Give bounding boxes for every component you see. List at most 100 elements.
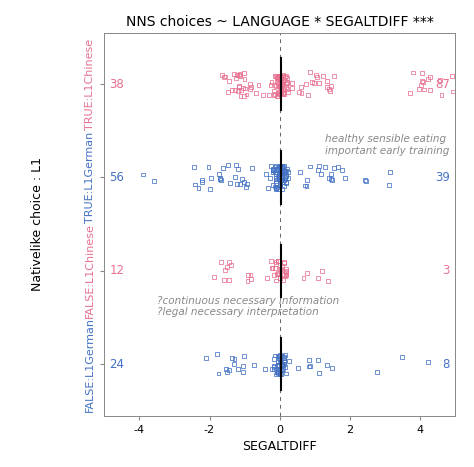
Point (281, 351, 289, 358)
Point (266, 174, 273, 181)
Point (328, 170, 335, 178)
Point (267, 81, 274, 89)
Point (277, 79, 285, 86)
Point (449, 88, 457, 95)
Point (269, 264, 276, 272)
Point (278, 176, 285, 184)
Point (224, 88, 232, 95)
Point (274, 359, 282, 366)
Point (304, 91, 311, 99)
Point (239, 84, 247, 91)
Point (284, 168, 292, 176)
Point (330, 164, 338, 172)
Point (215, 170, 222, 178)
Point (221, 267, 228, 274)
Point (232, 162, 239, 169)
Point (312, 71, 320, 78)
Point (267, 257, 274, 265)
Point (225, 77, 232, 84)
Point (279, 72, 287, 79)
Point (277, 170, 285, 177)
Point (415, 85, 423, 93)
Point (275, 176, 283, 183)
Point (273, 74, 281, 82)
Point (276, 90, 284, 98)
Point (233, 75, 240, 82)
Point (276, 163, 284, 170)
Point (279, 163, 286, 170)
Point (276, 91, 283, 98)
Point (231, 356, 238, 363)
Point (219, 164, 227, 171)
Point (280, 260, 288, 267)
Y-axis label: Nativelike choice : L1: Nativelike choice : L1 (31, 157, 44, 291)
Point (244, 271, 252, 278)
Point (283, 78, 291, 85)
Point (274, 357, 282, 364)
Point (274, 257, 282, 264)
Point (231, 86, 239, 94)
Point (315, 79, 323, 87)
Point (280, 258, 287, 266)
Point (278, 164, 285, 171)
Point (276, 82, 283, 89)
Point (236, 71, 244, 78)
Point (278, 162, 286, 170)
Point (280, 168, 287, 176)
Point (272, 180, 279, 187)
Point (276, 166, 283, 173)
Point (283, 179, 290, 187)
Point (289, 84, 296, 92)
Point (218, 177, 225, 184)
Point (271, 271, 278, 278)
Point (294, 364, 302, 371)
Point (277, 170, 285, 177)
Point (280, 271, 288, 279)
Point (302, 80, 310, 87)
Title: NNS choices ~ LANGUAGE * SEGALTDIFF ***: NNS choices ~ LANGUAGE * SEGALTDIFF *** (126, 15, 434, 29)
Point (323, 361, 331, 368)
Point (426, 73, 434, 80)
Text: 3: 3 (442, 264, 450, 277)
Point (264, 274, 271, 282)
Point (274, 185, 282, 192)
Point (223, 365, 230, 372)
Point (274, 73, 282, 81)
Point (270, 366, 278, 373)
Point (235, 83, 243, 90)
Point (304, 269, 311, 276)
Point (279, 365, 286, 372)
Point (326, 87, 333, 94)
Point (240, 352, 247, 360)
Point (278, 174, 285, 182)
Point (280, 356, 288, 364)
Point (282, 167, 289, 175)
Point (277, 371, 284, 378)
Point (277, 266, 285, 273)
Point (139, 171, 146, 178)
Point (278, 360, 286, 368)
Point (282, 271, 290, 279)
Point (323, 83, 331, 91)
Point (233, 180, 241, 188)
Point (361, 177, 369, 184)
Point (270, 88, 277, 95)
Point (240, 69, 248, 77)
Point (280, 361, 287, 369)
Point (362, 177, 370, 184)
Point (273, 183, 281, 191)
Point (305, 363, 313, 370)
Point (247, 83, 255, 91)
Point (220, 73, 228, 81)
Point (406, 90, 414, 97)
Point (216, 175, 224, 183)
Point (278, 270, 286, 277)
Point (275, 172, 283, 180)
Point (279, 276, 287, 283)
Point (267, 162, 275, 170)
Point (275, 173, 283, 180)
Point (271, 90, 278, 98)
Point (274, 90, 282, 97)
Point (277, 167, 284, 174)
Point (338, 166, 346, 174)
